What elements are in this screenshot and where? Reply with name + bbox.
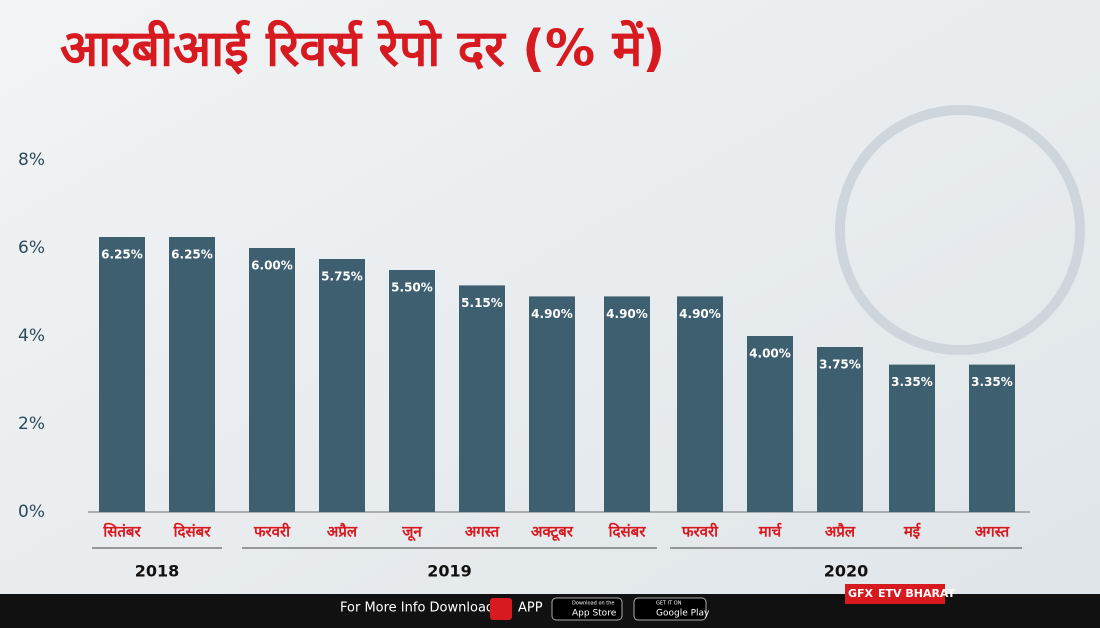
footer-text: For More Info Download (340, 601, 494, 616)
bar (389, 270, 435, 512)
value-label: 3.35% (891, 375, 933, 389)
value-label: 4.90% (531, 307, 573, 321)
bar (99, 237, 145, 512)
x-tick-label: अक्टूबर (531, 523, 574, 542)
bar (169, 237, 215, 512)
bar (604, 296, 650, 512)
etv-icon (490, 598, 512, 620)
y-tick-label: 6% (18, 238, 45, 258)
x-tick-label: जून (401, 523, 422, 542)
x-tick-label: फरवरी (253, 523, 291, 541)
value-label: 4.90% (679, 307, 721, 321)
bar (969, 364, 1015, 512)
x-tick-label: अप्रैल (327, 523, 358, 541)
value-label: 5.75% (321, 270, 363, 284)
badge-label: App Store (572, 609, 617, 619)
value-label: 5.50% (391, 281, 433, 295)
x-tick-label: अगस्त (975, 523, 1011, 541)
bar (319, 259, 365, 512)
value-label: 4.00% (749, 347, 791, 361)
x-tick-label: सितंबर (102, 523, 141, 541)
brand-box (845, 584, 945, 604)
y-tick-label: 4% (18, 326, 45, 346)
badge-label: Google Play (656, 609, 710, 619)
value-label: 3.75% (819, 358, 861, 372)
gfx: GFX (848, 587, 874, 600)
bar (249, 248, 295, 512)
value-label: 6.00% (251, 259, 293, 273)
y-tick-label: 8% (18, 150, 45, 170)
value-label: 6.25% (171, 248, 213, 262)
chart-title: आरबीआई रिवर्स रेपो दर (% में) (60, 20, 665, 78)
value-label: 5.15% (461, 296, 503, 310)
play-badge[interactable] (633, 597, 707, 621)
x-tick-label: अप्रैल (825, 523, 856, 541)
x-tick-label: अगस्त (465, 523, 501, 541)
bar (677, 296, 723, 512)
badge-top: Download on the (572, 601, 614, 607)
bar (747, 336, 793, 512)
x-tick-label: मई (903, 523, 921, 541)
app-store-badge[interactable] (551, 597, 623, 621)
group-label: 2018 (135, 562, 180, 581)
footer-app: APP (518, 601, 543, 616)
x-tick-label: फरवरी (681, 523, 719, 541)
value-label: 4.90% (606, 307, 648, 321)
x-tick-label: दिसंबर (173, 523, 212, 541)
x-tick-label: दिसंबर (608, 523, 647, 541)
group-label: 2020 (824, 562, 869, 581)
bar (459, 285, 505, 512)
value-label: 6.25% (101, 248, 143, 262)
bar (889, 364, 935, 512)
y-tick-label: 0% (18, 502, 45, 522)
bar (817, 347, 863, 512)
seal-watermark (835, 105, 1085, 355)
group-label: 2019 (427, 562, 472, 581)
badge-top: GET IT ON (656, 601, 682, 607)
x-tick-label: मार्च (758, 523, 783, 541)
brand: ETV BHARAT (878, 587, 956, 600)
value-label: 3.35% (971, 375, 1013, 389)
y-tick-label: 2% (18, 414, 45, 434)
bar (529, 296, 575, 512)
